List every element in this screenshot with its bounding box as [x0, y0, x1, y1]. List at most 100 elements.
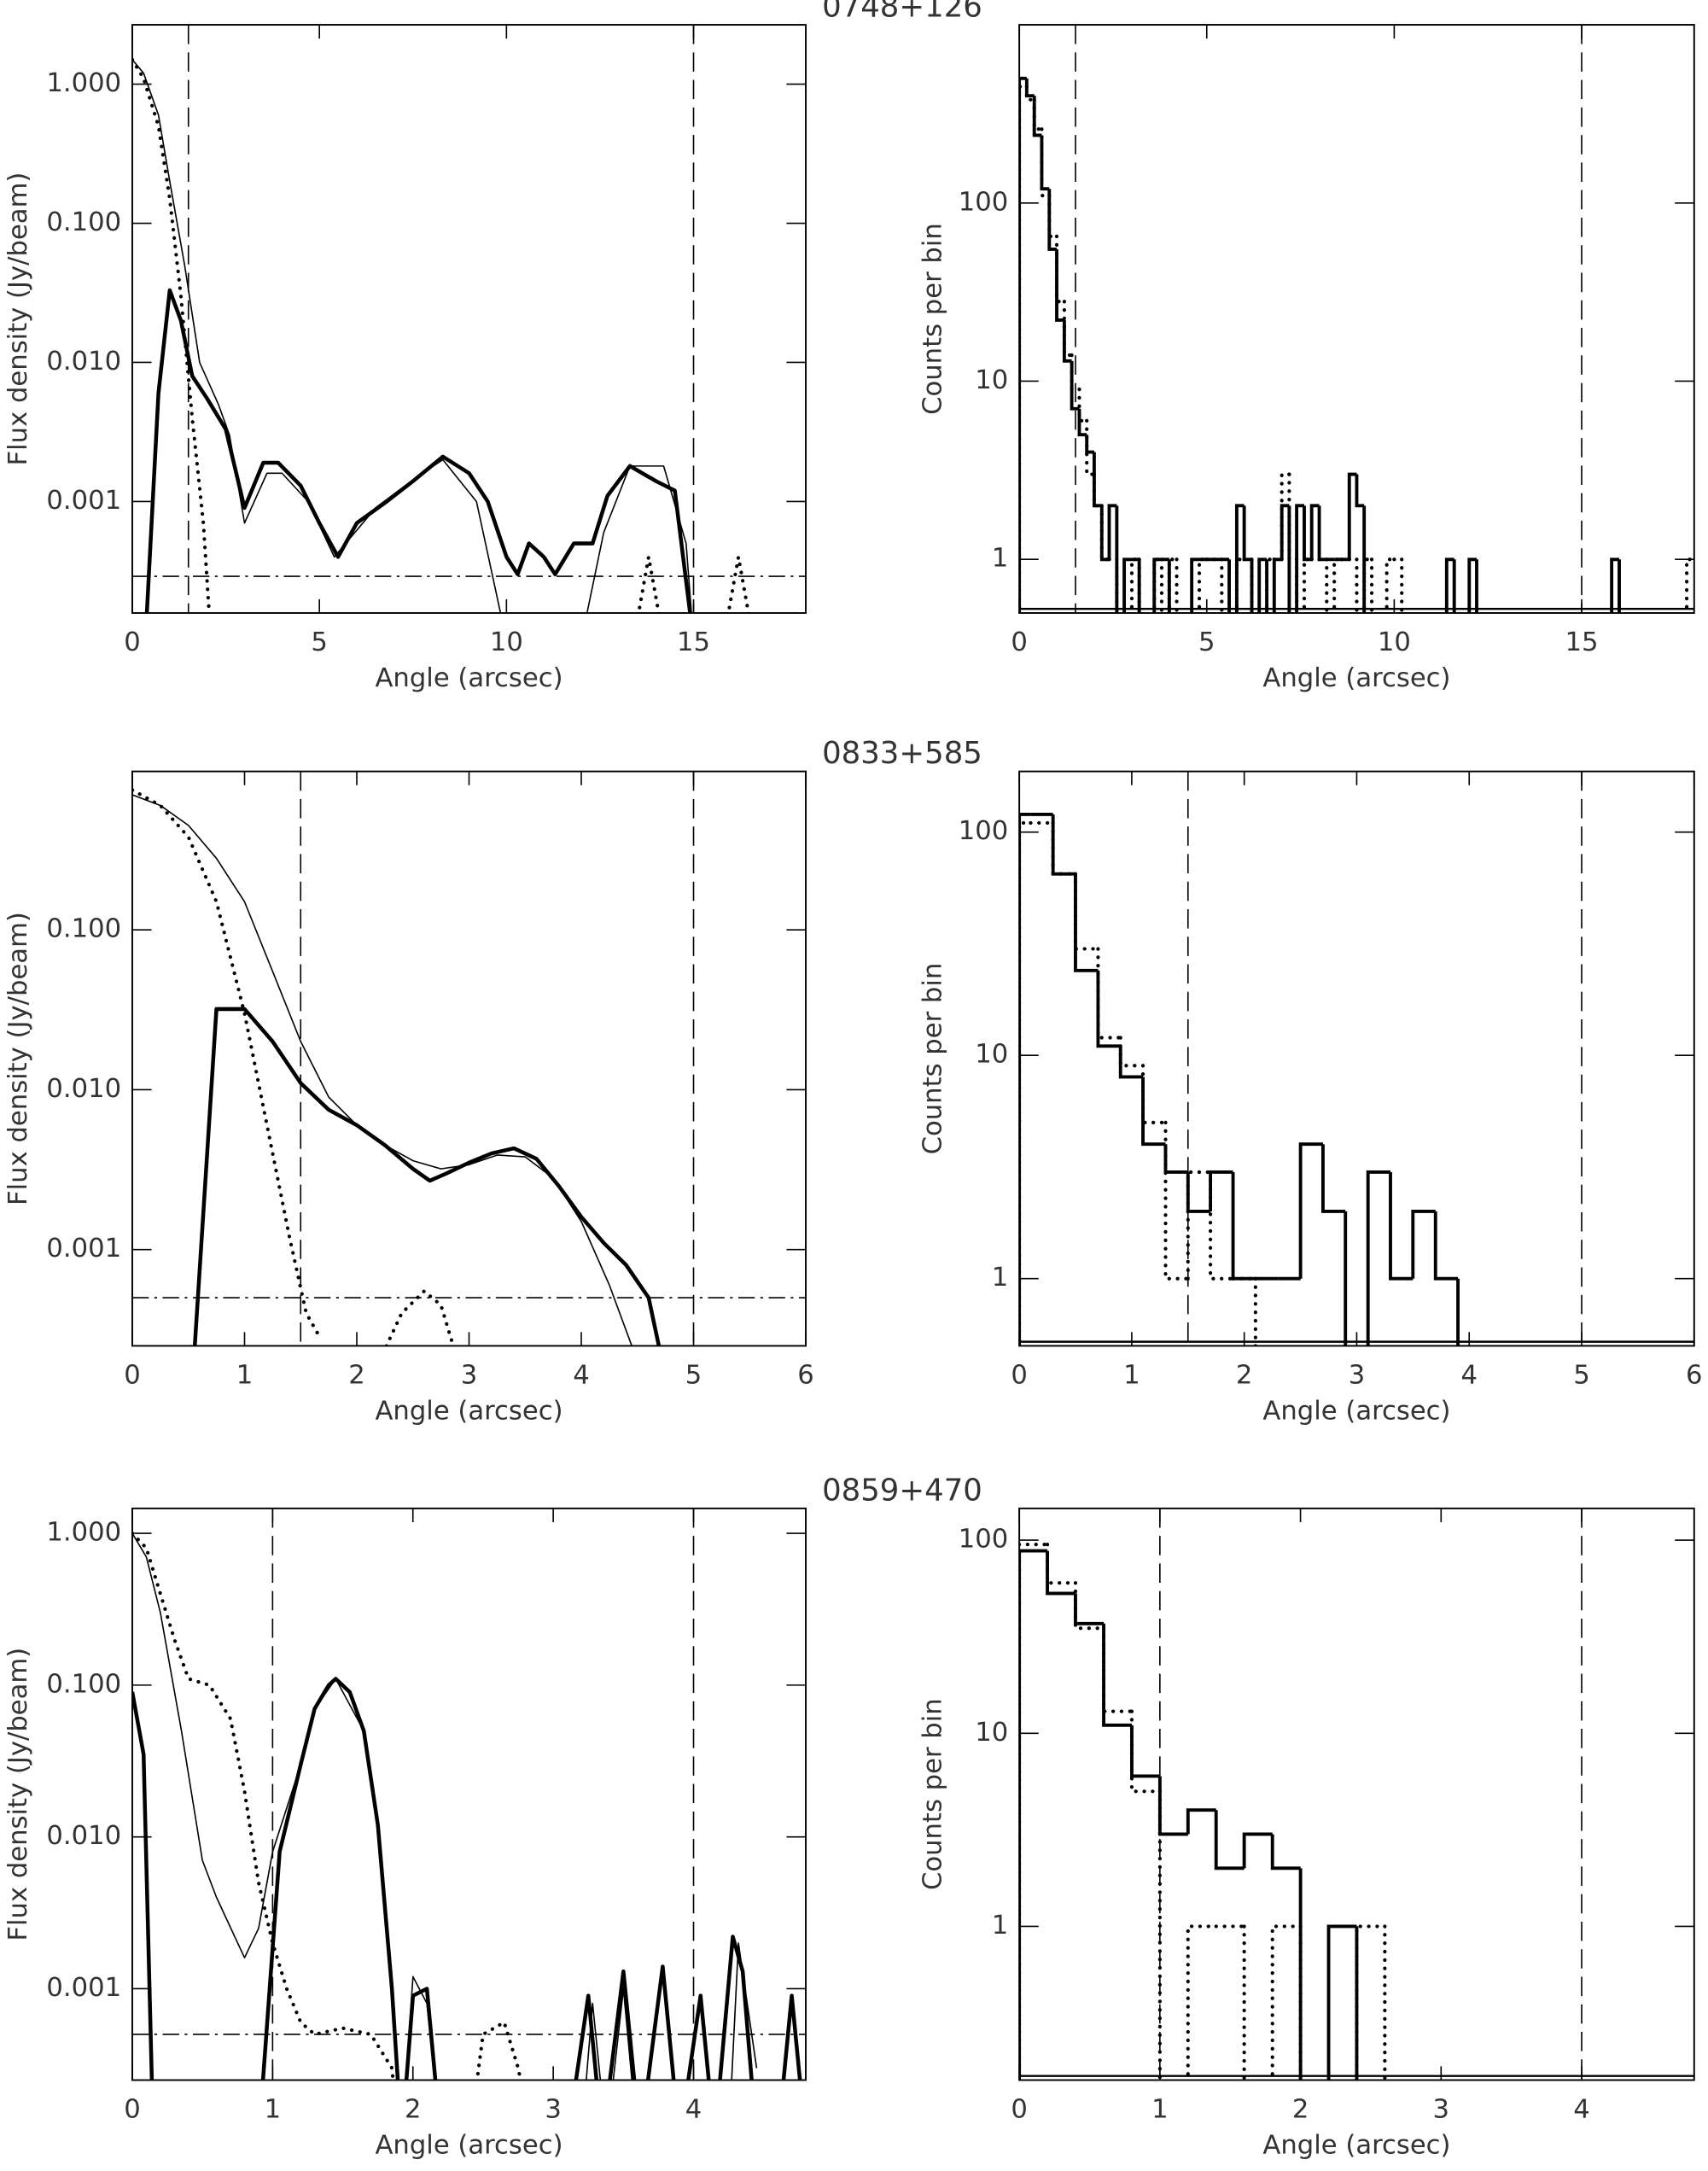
- histogram-step: [1141, 1077, 1166, 1147]
- plot-frame: [131, 24, 807, 615]
- x-tick-label: 2: [405, 2095, 422, 2125]
- histogram-step: [1045, 1543, 1078, 1585]
- histogram-step: [1175, 557, 1179, 614]
- histogram-step: [1096, 970, 1121, 1048]
- data-line: [131, 788, 456, 1346]
- data-line: [192, 1007, 662, 1346]
- y-axis-label: Counts per bin: [918, 1698, 948, 1890]
- histogram-step: [1272, 557, 1282, 614]
- histogram-step: [1295, 557, 1299, 614]
- plot-area: [1019, 1508, 1694, 2081]
- x-tick-label: 6: [1686, 1360, 1703, 1390]
- histogram-step: [1326, 1924, 1357, 2081]
- histogram-step: [1287, 472, 1299, 562]
- histogram-step: [1157, 1776, 1188, 1836]
- y-tick-label: 0.100: [46, 207, 121, 237]
- x-axis-label: Angle (arcsec): [1262, 2130, 1450, 2160]
- histogram-step: [1019, 76, 1027, 614]
- histogram-step: [1298, 1142, 1323, 1279]
- histogram-step: [1208, 1170, 1235, 1281]
- x-tick-label: 5: [1573, 1360, 1590, 1390]
- x-tick-label: 0: [1011, 1360, 1028, 1390]
- y-axis-label: Flux density (Jy/beam): [3, 1648, 33, 1941]
- histogram-step: [1320, 1144, 1346, 1213]
- histogram-step: [1115, 505, 1119, 614]
- y-tick-label: 10: [975, 1718, 1008, 1748]
- histogram-step: [1051, 820, 1078, 876]
- x-tick-label: 1: [1151, 2095, 1169, 2125]
- histogram-step: [1040, 127, 1052, 198]
- histogram-step: [1298, 1868, 1303, 2081]
- plot-frame: [1018, 24, 1695, 615]
- y-axis-label: Counts per bin: [918, 223, 948, 415]
- panel: 0859+470 Angle (arcsec) Flux density (Jy/b…: [3, 1474, 982, 2161]
- histogram-step: [1130, 1725, 1160, 1778]
- histogram-step: [1102, 1623, 1132, 1727]
- x-axis-label: Angle (arcsec): [375, 1396, 563, 1426]
- x-axis-label: Angle (arcsec): [375, 663, 563, 693]
- x-tick-label: 2: [348, 1360, 365, 1390]
- data-line: [144, 288, 692, 614]
- histogram-step: [1231, 1171, 1256, 1281]
- histogram-step: [1077, 408, 1087, 437]
- x-axis-label: Angle (arcsec): [1262, 663, 1450, 693]
- chart-title: 0748+126: [822, 0, 982, 25]
- data-line: [131, 1677, 802, 2081]
- histogram-step: [1118, 1046, 1144, 1079]
- histogram-step: [1051, 814, 1076, 876]
- plot-frame: [131, 770, 807, 1347]
- y-tick-label: 1: [992, 544, 1009, 574]
- histogram-step: [1220, 557, 1224, 614]
- histogram-step: [1227, 559, 1231, 614]
- x-tick-label: 6: [797, 1360, 814, 1390]
- histogram-step: [1475, 559, 1478, 614]
- x-tick-label: 10: [1378, 627, 1411, 657]
- x-tick-label: 2: [1292, 2095, 1309, 2125]
- panel: Angle (arcsec) Counts per bin 0 5 10 15 1 10 100: [918, 24, 1695, 693]
- histogram-step: [1019, 820, 1033, 1346]
- x-tick-label: 3: [1349, 1360, 1366, 1390]
- histogram-step: [1032, 97, 1044, 131]
- y-tick-label: 10: [975, 365, 1008, 395]
- histogram-step: [1077, 387, 1089, 423]
- histogram-step: [1186, 1171, 1211, 1213]
- histogram-step: [1163, 1144, 1188, 1174]
- histogram-step: [1366, 1170, 1390, 1346]
- histogram-step: [1070, 353, 1081, 392]
- histogram-step: [1355, 557, 1359, 614]
- x-axis-label: Angle (arcsec): [1262, 1396, 1450, 1426]
- chart-title: 0859+470: [822, 1474, 982, 1509]
- histogram-step: [1019, 1543, 1050, 2081]
- histogram-step: [1019, 85, 1029, 614]
- x-axis-label: Angle (arcsec): [375, 2130, 563, 2160]
- panel: 0748+126 Angle (arcsec) Flux density (Jy/b…: [3, 0, 982, 693]
- histogram-step: [1024, 85, 1036, 102]
- x-tick-label: 4: [573, 1360, 590, 1390]
- histogram-step: [1099, 504, 1111, 562]
- y-tick-label: 0.100: [46, 914, 121, 944]
- y-tick-label: 100: [959, 816, 1008, 846]
- x-tick-label: 3: [545, 2095, 562, 2125]
- y-tick-label: 0.100: [46, 1669, 121, 1699]
- x-tick-label: 4: [1460, 1360, 1478, 1390]
- plot-area: [131, 771, 807, 1346]
- histogram-step: [1190, 557, 1200, 614]
- histogram-step: [1270, 1924, 1303, 2081]
- histogram-step: [1684, 557, 1694, 614]
- histogram-step: [1355, 1924, 1387, 2081]
- x-tick-label: 0: [1011, 627, 1028, 657]
- x-tick-label: 5: [685, 1360, 702, 1390]
- histogram-step: [1452, 559, 1456, 614]
- histogram-step: [1129, 1709, 1162, 1794]
- histogram-step: [1253, 1276, 1257, 1346]
- histogram-step: [1303, 505, 1312, 562]
- histogram-step: [1047, 194, 1059, 238]
- chart-title: 0833+585: [822, 736, 982, 771]
- panel: 0833+585 Angle (arcsec) Flux density (Jy/b…: [3, 736, 982, 1426]
- histogram-step: [1122, 557, 1132, 614]
- histogram-step: [1270, 1834, 1301, 1870]
- histogram-step: [1298, 1924, 1303, 2081]
- histogram-step: [1242, 1924, 1246, 2081]
